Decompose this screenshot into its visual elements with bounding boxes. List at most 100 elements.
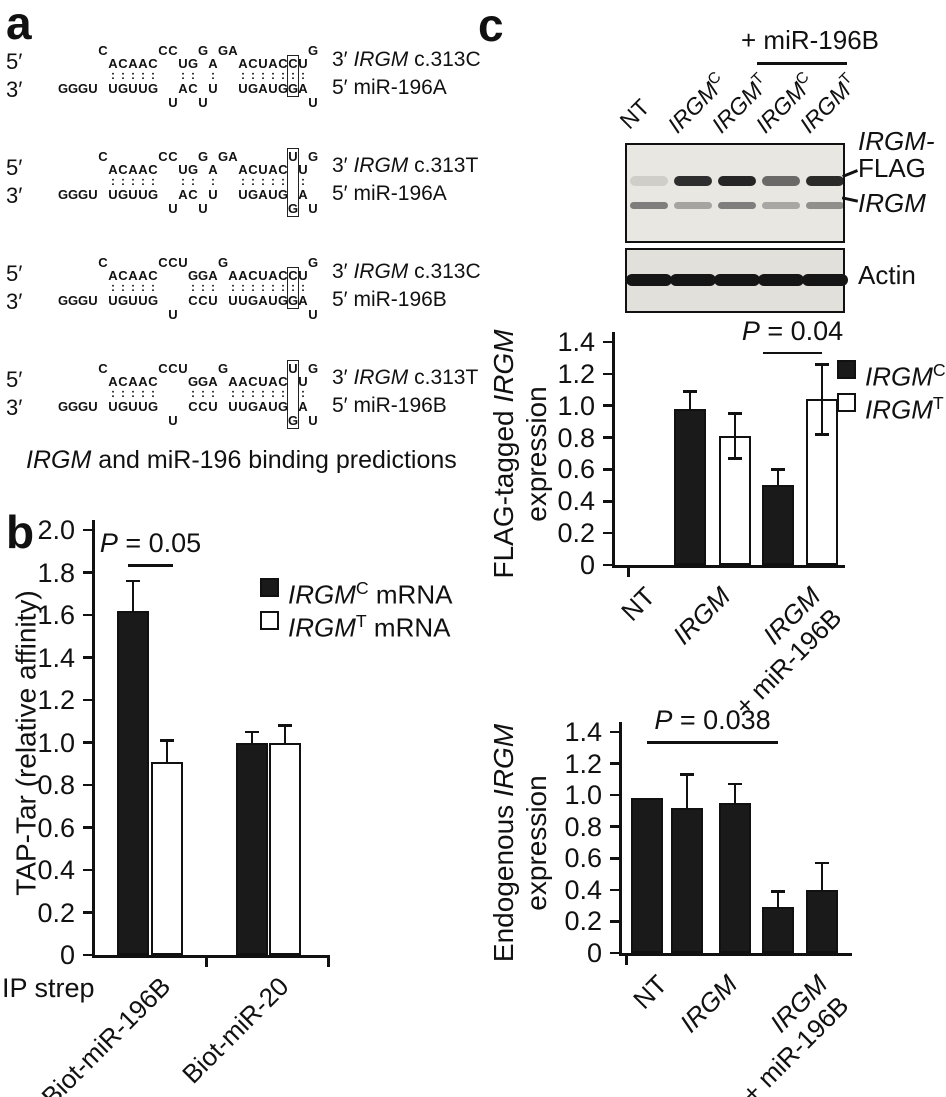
bottom-strand-nucleotide: C: [198, 399, 208, 414]
strand-end-label-bottom: 3′: [6, 183, 23, 208]
top-strand-nucleotide: G: [188, 162, 199, 177]
bottom-strand-nucleotide: G: [248, 293, 259, 308]
x-tick: [327, 958, 330, 967]
strand-end-label-bottom: 3′: [6, 77, 23, 102]
bottom-strand-nucleotide: U: [168, 201, 178, 216]
error-whisker: [776, 469, 780, 486]
bottom-strand-nucleotide: U: [308, 307, 318, 322]
legend-swatch-white: [260, 611, 279, 630]
top-strand-nucleotide: A: [228, 149, 238, 164]
significance-text: P = 0.04: [742, 316, 843, 346]
top-strand-nucleotide: C: [158, 361, 168, 376]
bottom-strand-nucleotide: C: [188, 187, 198, 202]
y-tick: [83, 741, 92, 744]
y-label-line: expression: [520, 329, 553, 578]
panel-a-caption: IRGM and miR-196 binding predictions: [26, 446, 457, 475]
text-part: 5′ miR-196A: [332, 76, 447, 99]
text-part: IRGM: [26, 446, 92, 474]
bottom-strand-nucleotide: C: [198, 293, 208, 308]
legend-label: IRGMC mRNA: [288, 574, 452, 609]
error-whisker: [165, 740, 169, 762]
y-tick: [610, 762, 619, 765]
bottom-strand-nucleotide: G: [148, 293, 159, 308]
protein-band: [802, 274, 848, 286]
bottom-strand-nucleotide: G: [148, 81, 159, 96]
pairing-dots-icon: :: [191, 174, 195, 188]
y-tick-label: 1.4: [37, 642, 75, 673]
y-tick: [603, 531, 612, 535]
top-strand-nucleotide: A: [208, 374, 218, 389]
top-strand-nucleotide: C: [118, 374, 128, 389]
strand-end-label-top: 5′: [6, 367, 23, 392]
y-tick: [603, 500, 612, 503]
text-part: P: [99, 528, 118, 558]
top-strand-nucleotide: G: [308, 43, 319, 58]
x-axis-prefix: IP strep: [2, 973, 95, 1003]
y-tick-label: 1.2: [37, 685, 75, 715]
bottom-strand-nucleotide: U: [228, 399, 238, 414]
bottom-strand-nucleotide: G: [68, 293, 79, 308]
y-tick-label: 1.6: [37, 600, 75, 630]
text-part: C: [355, 578, 369, 598]
pairing-dots-icon: :: [201, 386, 205, 400]
text-part: expression: [521, 385, 552, 522]
top-strand-nucleotide: C: [158, 43, 168, 58]
y-tick-label: 1.4: [564, 717, 602, 747]
text-part: IRGM: [353, 48, 409, 71]
pairing-dots-icon: :: [181, 68, 185, 82]
text-part: IRGM: [673, 969, 744, 1039]
top-strand-nucleotide: G: [308, 361, 319, 376]
bottom-strand-nucleotide: G: [288, 413, 299, 428]
y-tick: [83, 698, 92, 702]
variant-box: [287, 267, 299, 309]
text-part: P: [741, 315, 760, 346]
top-strand-nucleotide: G: [308, 149, 319, 164]
error-cap: [815, 861, 829, 865]
mirna-strand-label: 5′ miR-196B: [332, 288, 447, 311]
pairing-dots-icon: :: [251, 386, 255, 400]
text-part: T: [932, 393, 944, 413]
bottom-strand-nucleotide: G: [148, 399, 159, 414]
bottom-strand-nucleotide: U: [168, 413, 178, 428]
top-strand-nucleotide: C: [118, 268, 128, 283]
top-strand-nucleotide: C: [248, 162, 258, 177]
top-strand-nucleotide: C: [148, 374, 158, 389]
bottom-strand-nucleotide: U: [308, 95, 318, 110]
bottom-strand-nucleotide: G: [278, 187, 289, 202]
strand-end-label-top: 5′: [6, 155, 23, 180]
text-part: IRGM: [353, 154, 409, 177]
text-part: expression: [521, 774, 552, 911]
y-tick-label: 0.4: [37, 855, 75, 885]
y-tick: [83, 826, 92, 829]
top-strand-nucleotide: U: [178, 361, 188, 376]
text-part: FLAG: [858, 153, 926, 183]
y-tick-label: 1.8: [37, 557, 75, 588]
pairing-dots-icon: :: [301, 68, 305, 82]
top-strand-nucleotide: C: [118, 56, 128, 71]
top-strand-nucleotide: U: [258, 268, 268, 283]
bottom-strand-nucleotide: G: [68, 187, 79, 202]
top-strand-nucleotide: A: [208, 56, 218, 71]
error-cap: [680, 773, 694, 776]
pairing-dots-icon: :: [141, 68, 145, 82]
text-part: and miR-196 binding predictions: [91, 446, 457, 474]
pairing-dots-icon: :: [261, 68, 265, 82]
bottom-strand-nucleotide: G: [118, 81, 129, 96]
protein-band: [670, 274, 716, 286]
top-strand-nucleotide: A: [108, 374, 118, 389]
top-strand-nucleotide: A: [128, 56, 138, 71]
text-part: mRNA: [368, 579, 453, 610]
mirna-strand-label: 5′ miR-196A: [332, 76, 447, 99]
legend-swatch-white: [837, 393, 856, 412]
bottom-strand-nucleotide: U: [238, 81, 248, 96]
x-axis: [92, 955, 330, 958]
y-tick-label: 2.0: [37, 515, 75, 545]
error-cap: [771, 890, 785, 893]
top-strand-nucleotide: A: [268, 268, 278, 283]
pairing-dots-icon: :: [151, 386, 155, 400]
blot-panel: [625, 143, 845, 243]
pairing-dots-icon: :: [251, 174, 255, 188]
binding-pair: 5′ 3′ G G G U C A: U C: G A: U A: U C: G C C U U: A G: C G U A: U G A…: [0, 40, 500, 126]
bottom-strand-nucleotide: G: [58, 81, 69, 96]
pairing-dots-icon: :: [291, 280, 295, 294]
